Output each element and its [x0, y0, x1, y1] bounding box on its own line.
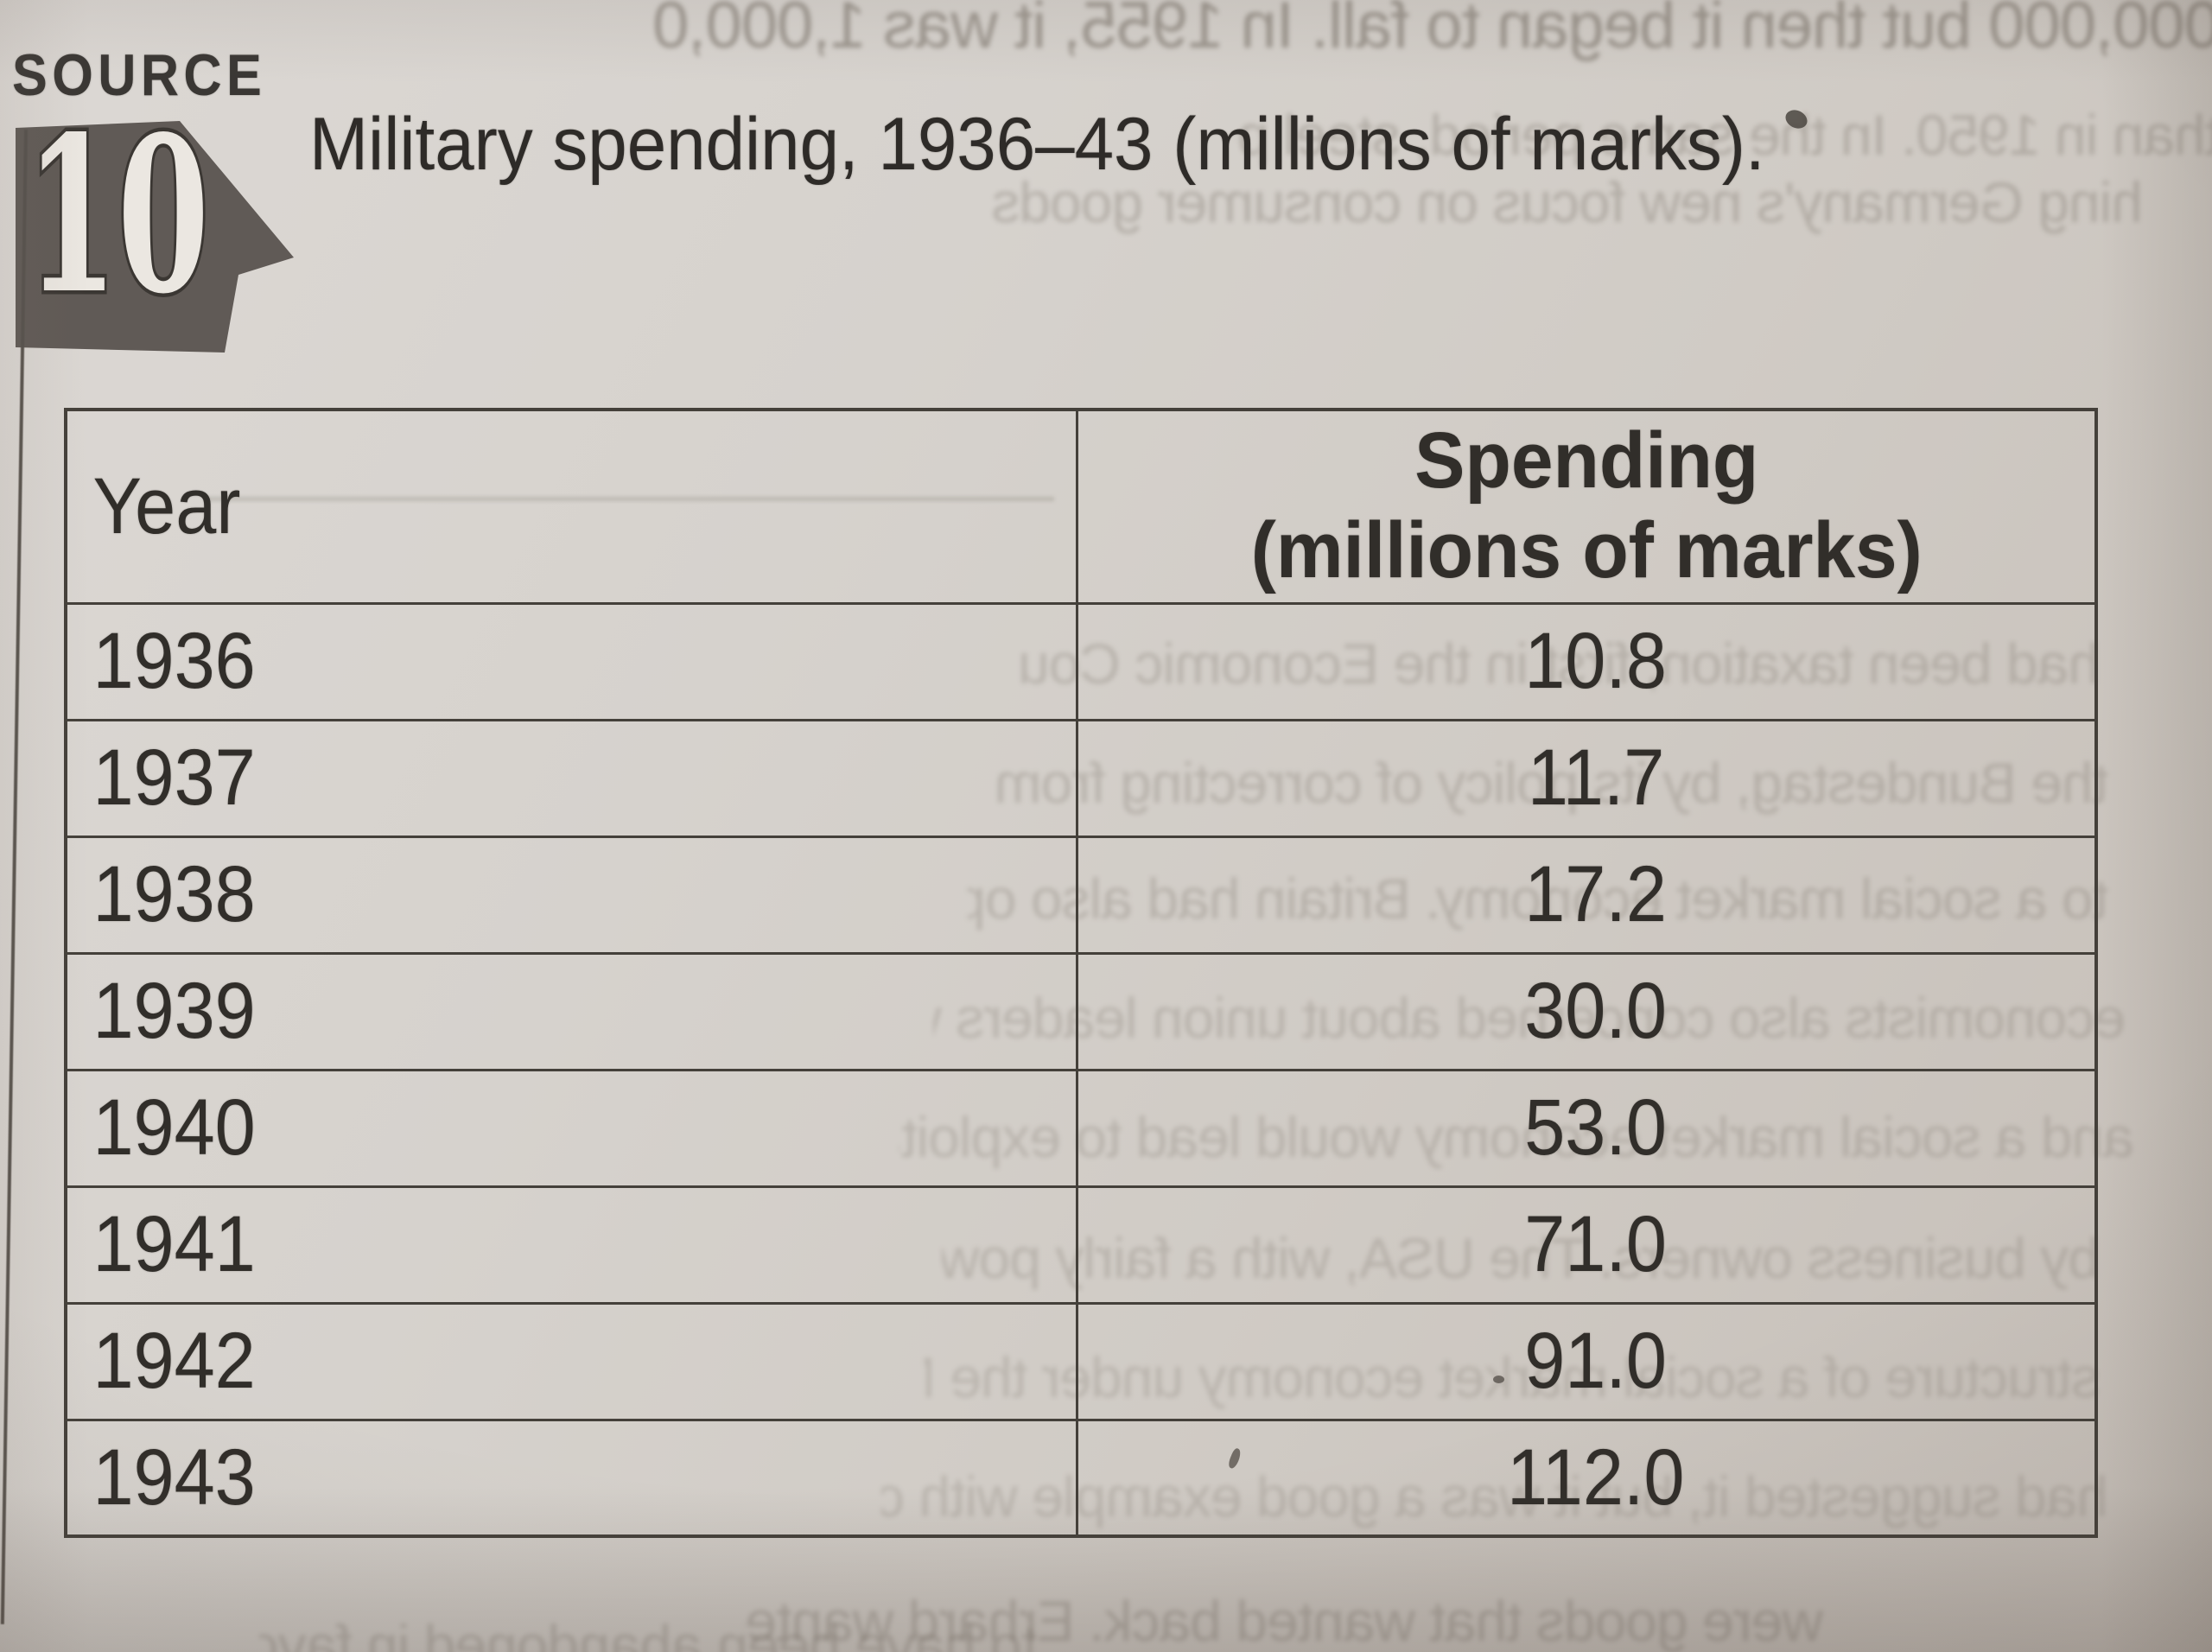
spending-value: 71.0 [1524, 1200, 1668, 1288]
spending-value: 17.2 [1524, 850, 1668, 938]
year-cell: 1939 [64, 951, 1078, 1071]
table-row: 1943 112.0 [64, 1418, 2098, 1538]
spending-value: 112.0 [1507, 1433, 1685, 1522]
year-cell: 1938 [64, 835, 1078, 955]
source-label: SOURCE [12, 42, 267, 108]
column-header-spending: Spending (millions of marks) [1075, 408, 2098, 605]
table-body: 1936 10.8 1937 11.7 1938 17.2 1939 30.0 1940 53.0… [64, 601, 2098, 1538]
table-header-row: Year Spending (millions of marks) [64, 408, 2098, 605]
bleed-through-text: 000,000 but then it began to fall. In 19… [653, 0, 2212, 62]
bleed-through-text: to have been abandoned in favour of [259, 1613, 1037, 1652]
year-value: 1936 [92, 617, 256, 705]
year-value: 1939 [92, 967, 256, 1055]
spending-value: 10.8 [1524, 617, 1668, 705]
source-number: 10 [26, 118, 209, 341]
badge-shape [16, 121, 294, 353]
spending-cell: 30.0 [1075, 951, 2098, 1071]
spending-cell: 17.2 [1075, 835, 2098, 955]
spending-value: 30.0 [1524, 967, 1668, 1055]
spending-cell: 53.0 [1075, 1068, 2098, 1188]
year-value: 1942 [92, 1317, 256, 1405]
ink-speck [1493, 1376, 1504, 1383]
table-row: 1938 17.2 [64, 835, 2098, 955]
spending-cell: 71.0 [1075, 1185, 2098, 1305]
table-row: 1939 30.0 [64, 951, 2098, 1071]
spending-cell: 11.7 [1075, 718, 2098, 838]
year-cell: 1942 [64, 1301, 1078, 1421]
source-caption: Military spending, 1936–43 (millions of … [309, 103, 1765, 186]
year-cell: 1943 [64, 1418, 1078, 1538]
table-row: 1941 71.0 [64, 1185, 2098, 1305]
source-number-badge: 10 [16, 118, 294, 353]
table-row: 1936 10.8 [64, 601, 2098, 721]
spending-cell: 10.8 [1075, 601, 2098, 721]
spending-cell: 112.0 [1075, 1418, 2098, 1538]
military-spending-table: Year Spending (millions of marks) 1936 10… [64, 408, 2098, 1538]
year-value: 1937 [92, 734, 256, 822]
year-value: 1941 [92, 1200, 256, 1288]
spending-value: 53.0 [1524, 1083, 1668, 1172]
spending-value: 11.7 [1527, 734, 1665, 822]
spending-cell: 91.0 [1075, 1301, 2098, 1421]
table-row: 1940 53.0 [64, 1068, 2098, 1188]
year-cell: 1936 [64, 601, 1078, 721]
year-value: 1943 [92, 1433, 256, 1522]
table-row: 1937 11.7 [64, 718, 2098, 838]
table-row: 1942 91.0 [64, 1301, 2098, 1421]
spending-value: 91.0 [1524, 1317, 1668, 1405]
column-header-year: Year [64, 408, 1078, 605]
year-value: 1940 [92, 1083, 256, 1172]
year-cell: 1941 [64, 1185, 1078, 1305]
year-cell: 1937 [64, 718, 1078, 838]
year-cell: 1940 [64, 1068, 1078, 1188]
year-value: 1938 [92, 850, 256, 938]
